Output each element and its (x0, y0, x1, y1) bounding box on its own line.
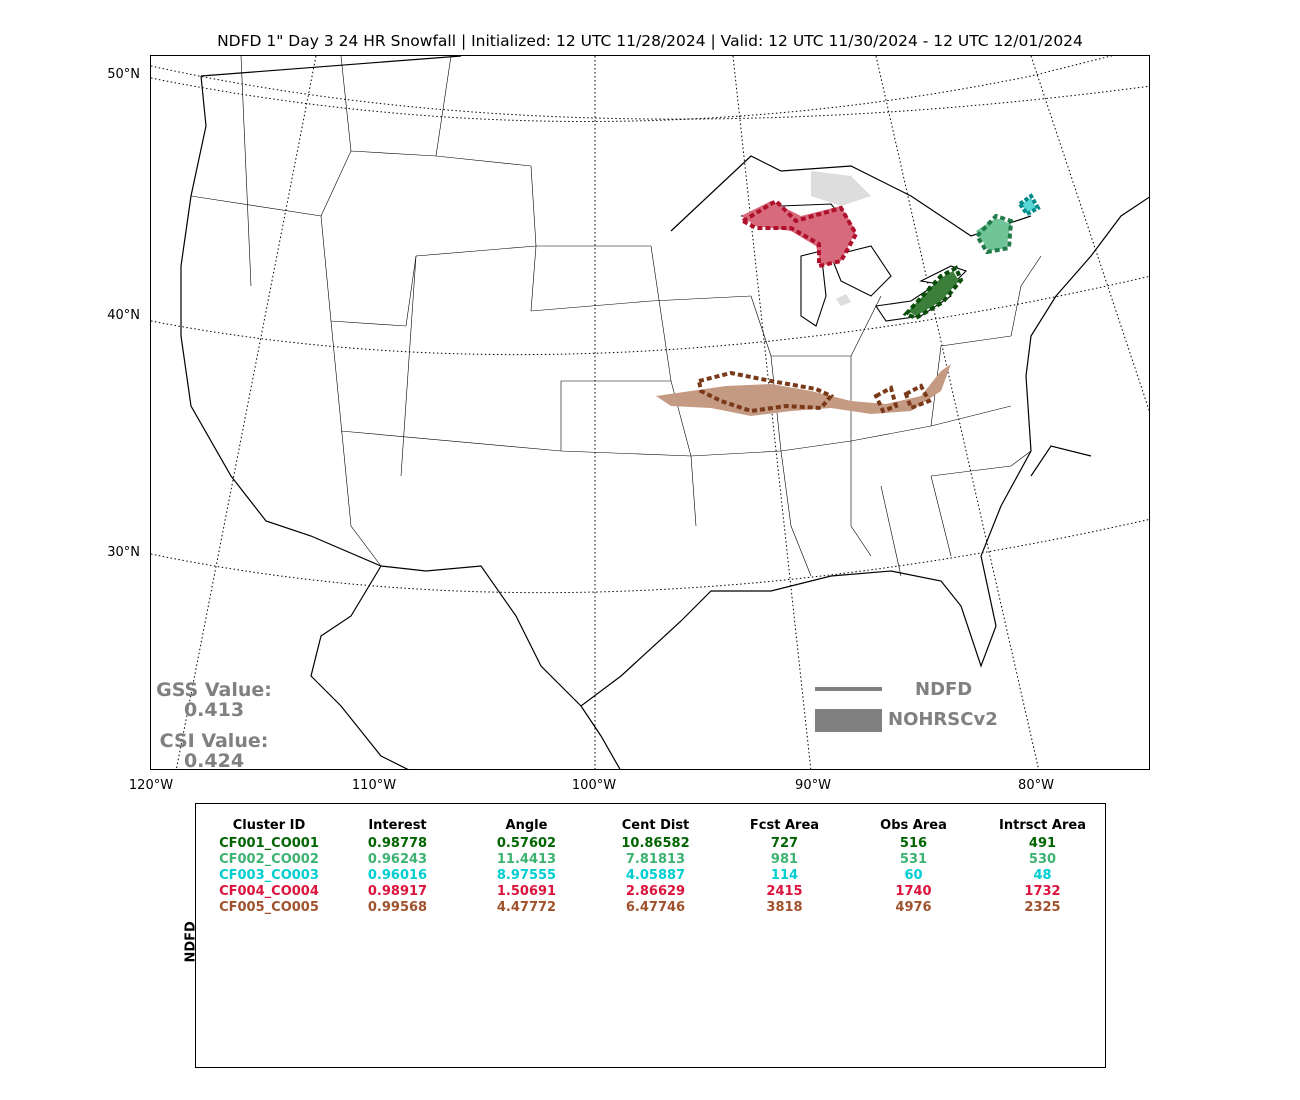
cell-obs-area: 4976 (895, 899, 932, 915)
cell-obs-area: 1740 (895, 883, 932, 899)
forecast-outline-cf002 (974, 213, 1014, 255)
header-angle: Angle (505, 817, 548, 833)
cell-cent-dist: 2.86629 (625, 883, 686, 899)
graticule-lon (175, 56, 1149, 769)
cell-cluster-id: CF001_CO001 (219, 835, 319, 851)
cell-intrsct-area: 2325 (1024, 899, 1061, 915)
header-interest: Interest (368, 817, 427, 833)
csi-value: 0.424 (183, 750, 245, 772)
cell-interest: 0.96016 (367, 867, 428, 883)
gss-value: 0.413 (183, 699, 245, 721)
forecast-outline-cf004 (738, 198, 859, 269)
observed-area-extra (811, 171, 871, 306)
graticule-lat (151, 56, 1149, 594)
cell-intrsct-area: 1732 (1024, 883, 1061, 899)
cell-cent-dist: 4.05887 (625, 867, 686, 883)
lon-label-110: 110°W (351, 778, 397, 793)
country-outlines (180, 56, 1149, 769)
lat-label-30: 30°N (107, 545, 140, 560)
cell-cluster-id: CF003_CO003 (219, 867, 319, 883)
cell-obs-area: 60 (904, 867, 923, 883)
forecast-outline-cf005 (696, 370, 835, 414)
csi-label: CSI Value: (159, 730, 269, 752)
cell-interest: 0.99568 (367, 899, 428, 915)
cell-cluster-id: CF002_CO002 (219, 851, 319, 867)
header-cent-dist: Cent Dist (621, 817, 690, 833)
lat-label-40: 40°N (107, 308, 140, 323)
cell-interest: 0.98917 (367, 883, 428, 899)
state-lines (190, 56, 1042, 577)
forecast-outline-cf003 (1017, 193, 1041, 217)
observed-area-cf001 (908, 271, 959, 316)
stats-table-frame (195, 803, 1106, 1068)
cell-cent-dist: 10.86582 (621, 835, 690, 851)
table-row: CF002_CO002 0.96243 11.4413 7.81813 981 … (205, 851, 1107, 867)
stats-table: Cluster ID Interest Angle Cent Dist Fcst… (205, 815, 1107, 915)
gss-label: GSS Value: (156, 679, 272, 701)
forecast-outline-cf001 (902, 265, 964, 321)
header-obs-area: Obs Area (880, 817, 947, 833)
cell-angle: 11.4413 (496, 851, 557, 867)
cell-angle: 1.50691 (496, 883, 557, 899)
cell-cluster-id: CF004_CO004 (219, 883, 319, 899)
chart-title: NDFD 1" Day 3 24 HR Snowfall | Initializ… (217, 32, 1083, 50)
header-cluster-id: Cluster ID (232, 817, 306, 833)
lon-label-120: 120°W (128, 778, 174, 793)
legend-observed-swatch (815, 709, 882, 732)
cell-intrsct-area: 48 (1033, 867, 1052, 883)
map-canvas (151, 56, 1149, 769)
cell-intrsct-area: 491 (1028, 835, 1057, 851)
lon-label-80: 80°W (1018, 778, 1054, 793)
cell-cent-dist: 6.47746 (625, 899, 686, 915)
table-row: CF003_CO003 0.96016 8.97555 4.05887 114 … (205, 867, 1107, 883)
observed-areas (656, 171, 1036, 416)
legend-forecast-label: NDFD (915, 679, 973, 700)
cell-fcst-area: 2415 (766, 883, 803, 899)
cell-angle: 8.97555 (496, 867, 557, 883)
header-fcst-area: Fcst Area (749, 817, 820, 833)
stats-header-row: Cluster ID Interest Angle Cent Dist Fcst… (205, 815, 1107, 835)
cell-fcst-area: 727 (770, 835, 799, 851)
cell-angle: 4.47772 (496, 899, 557, 915)
table-row: CF005_CO005 0.99568 4.47772 6.47746 3818… (205, 899, 1107, 915)
header-intrsct-area: Intrsct Area (999, 817, 1086, 833)
table-row: CF004_CO004 0.98917 1.50691 2.86629 2415… (205, 883, 1107, 899)
lat-label-50: 50°N (107, 67, 140, 82)
cell-intrsct-area: 530 (1028, 851, 1057, 867)
cell-cent-dist: 7.81813 (625, 851, 686, 867)
forecast-areas (696, 193, 1041, 414)
table-row: CF001_CO001 0.98778 0.57602 10.86582 727… (205, 835, 1107, 851)
lon-label-90: 90°W (795, 778, 831, 793)
stats-table-side-label: NDFD (183, 921, 199, 963)
cell-cluster-id: CF005_CO005 (219, 899, 319, 915)
map-panel (150, 55, 1150, 770)
legend-observed-label: NOHRSCv2 (888, 709, 998, 730)
forecast-outline-cf005b (873, 383, 932, 414)
cell-angle: 0.57602 (496, 835, 557, 851)
cell-fcst-area: 3818 (766, 899, 803, 915)
cell-fcst-area: 981 (770, 851, 799, 867)
cell-obs-area: 516 (899, 835, 928, 851)
cell-fcst-area: 114 (770, 867, 799, 883)
legend-forecast-swatch (815, 687, 882, 691)
cell-interest: 0.96243 (367, 851, 428, 867)
cell-interest: 0.98778 (367, 835, 428, 851)
cell-obs-area: 531 (899, 851, 928, 867)
lon-label-100: 100°W (571, 778, 617, 793)
